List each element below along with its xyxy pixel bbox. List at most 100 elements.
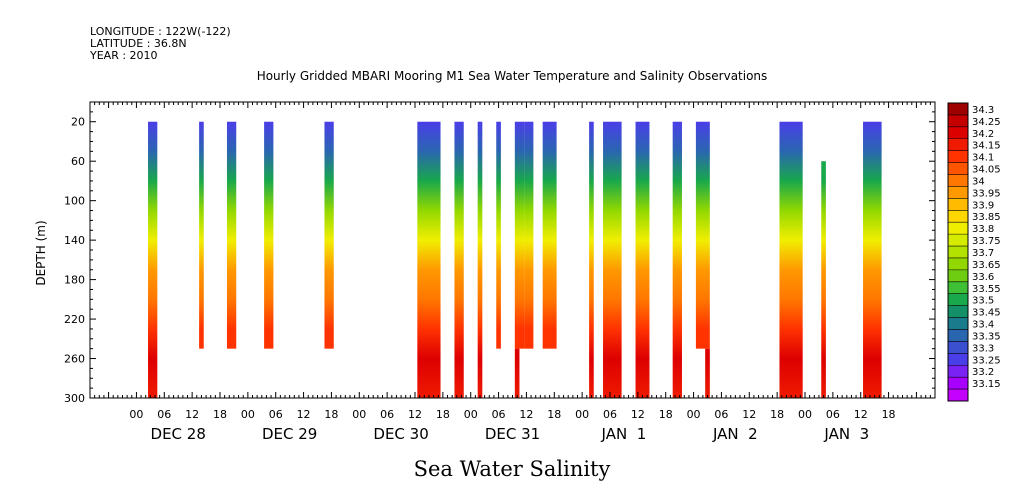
y-axis: 20 60 100 140 180 220 260 300 [64, 111, 935, 405]
chart-title: Hourly Gridded MBARI Mooring M1 Sea Wate… [257, 69, 768, 83]
colorbar-swatch [948, 329, 968, 342]
colorbar-swatch [948, 186, 968, 199]
colorbar-swatch [948, 198, 968, 211]
longitude-label: LONGITUDE : 122W(-122) [90, 25, 231, 38]
data-column [199, 121, 204, 349]
data-column [863, 121, 882, 398]
data-column [705, 348, 710, 398]
colorbar-swatch [948, 269, 968, 283]
x-tick-label: 06 [380, 408, 394, 421]
colorbar-swatch [948, 305, 968, 319]
colorbar-swatch [948, 234, 968, 247]
colorbar-label: 34.3 [972, 105, 994, 116]
y-tick-label: 20 [71, 116, 85, 129]
x-tick-label: 06 [492, 408, 506, 421]
x-tick-label: 12 [185, 408, 199, 421]
colorbar-label: 34 [972, 176, 985, 187]
x-day-label: DEC 29 [262, 425, 317, 443]
colorbar-swatch [948, 150, 968, 164]
x-tick-label: 12 [519, 408, 533, 421]
x-tick-label: 00 [575, 408, 589, 421]
data-column [324, 121, 334, 349]
colorbar-label: 33.55 [972, 284, 1001, 295]
x-tick-label: 18 [324, 408, 338, 421]
colorbar-swatch [948, 377, 968, 390]
colorbar-label: 34.05 [972, 165, 1001, 176]
colorbar-label: 33.45 [972, 308, 1001, 319]
x-tick-label: 00 [129, 408, 143, 421]
colorbar-swatch [948, 126, 968, 140]
plot-background [90, 102, 935, 398]
data-column [454, 121, 464, 398]
colorbar-swatch [948, 174, 968, 187]
header-info: LONGITUDE : 122W(-122) LATITUDE : 36.8N … [89, 25, 231, 62]
x-tick-label: 12 [854, 408, 868, 421]
x-tick-label: 06 [603, 408, 617, 421]
colorbar-swatch [948, 389, 968, 402]
x-day-label: JAN 1 [601, 425, 647, 443]
y-tick-label: 140 [64, 234, 85, 247]
x-day-label: DEC 28 [151, 425, 206, 443]
chart-subtitle: Sea Water Salinity [414, 457, 611, 481]
colorbar-swatch [948, 365, 968, 378]
colorbar-swatch [948, 210, 968, 223]
colorbar-swatch [948, 281, 968, 295]
data-column [514, 121, 525, 349]
x-tick-label: 06 [157, 408, 171, 421]
colorbar-label: 33.25 [972, 355, 1001, 366]
colorbar-label: 33.7 [972, 248, 994, 259]
x-day-label: DEC 30 [373, 425, 428, 443]
x-tick-label: 00 [241, 408, 255, 421]
x-tick-label: 18 [659, 408, 673, 421]
colorbar-label: 33.5 [972, 296, 994, 307]
colorbar-label: 33.4 [972, 320, 994, 331]
data-column [264, 121, 274, 349]
colorbar-label: 33.9 [972, 200, 994, 211]
colorbar-label: 33.3 [972, 343, 994, 354]
x-tick-label: 18 [770, 408, 784, 421]
x-tick-label: 00 [464, 408, 478, 421]
x-tick-label: 00 [352, 408, 366, 421]
data-column [477, 121, 483, 398]
data-column [589, 121, 594, 398]
colorbar-swatch [948, 114, 968, 128]
x-day-label: DEC 31 [485, 425, 540, 443]
colorbar-label: 34.25 [972, 117, 1001, 128]
data-column [524, 121, 534, 349]
colorbar-label: 34.1 [972, 153, 994, 164]
colorbar-swatch [948, 162, 968, 176]
data-column [672, 121, 682, 398]
x-tick-label: 00 [798, 408, 812, 421]
x-tick-label: 18 [882, 408, 896, 421]
data-column [514, 348, 520, 398]
data-column [496, 121, 501, 349]
x-tick-label: 06 [826, 408, 840, 421]
colorbar-swatch [948, 103, 968, 116]
colorbar-swatch [948, 138, 968, 152]
x-tick-label: 12 [297, 408, 311, 421]
y-tick-label: 220 [64, 313, 85, 326]
data-column [635, 121, 650, 398]
data-column [779, 121, 803, 398]
plot-area [89, 101, 936, 399]
colorbar-label: 33.65 [972, 260, 1001, 271]
colorbar-label: 33.15 [972, 379, 1001, 390]
colorbar-swatch [948, 293, 968, 307]
x-axis: 00 06 12 18 00 06 12 18 00 06 12 18 00 06 12 18 00 06 12 18… [89, 102, 936, 443]
colorbar-label: 33.8 [972, 224, 994, 235]
colorbar-swatch [948, 341, 968, 354]
colorbar-label: 33.6 [972, 272, 994, 283]
colorbar-label: 34.2 [972, 129, 994, 140]
x-tick-label: 12 [631, 408, 645, 421]
data-column [226, 121, 237, 349]
x-tick-label: 12 [742, 408, 756, 421]
colorbar-label: 33.95 [972, 188, 1001, 199]
data-column [695, 121, 710, 349]
x-tick-label: 12 [408, 408, 422, 421]
data-column [148, 121, 158, 398]
colorbar-label: 34.15 [972, 141, 1001, 152]
y-tick-label: 260 [64, 353, 85, 366]
y-tick-label: 300 [64, 392, 85, 405]
